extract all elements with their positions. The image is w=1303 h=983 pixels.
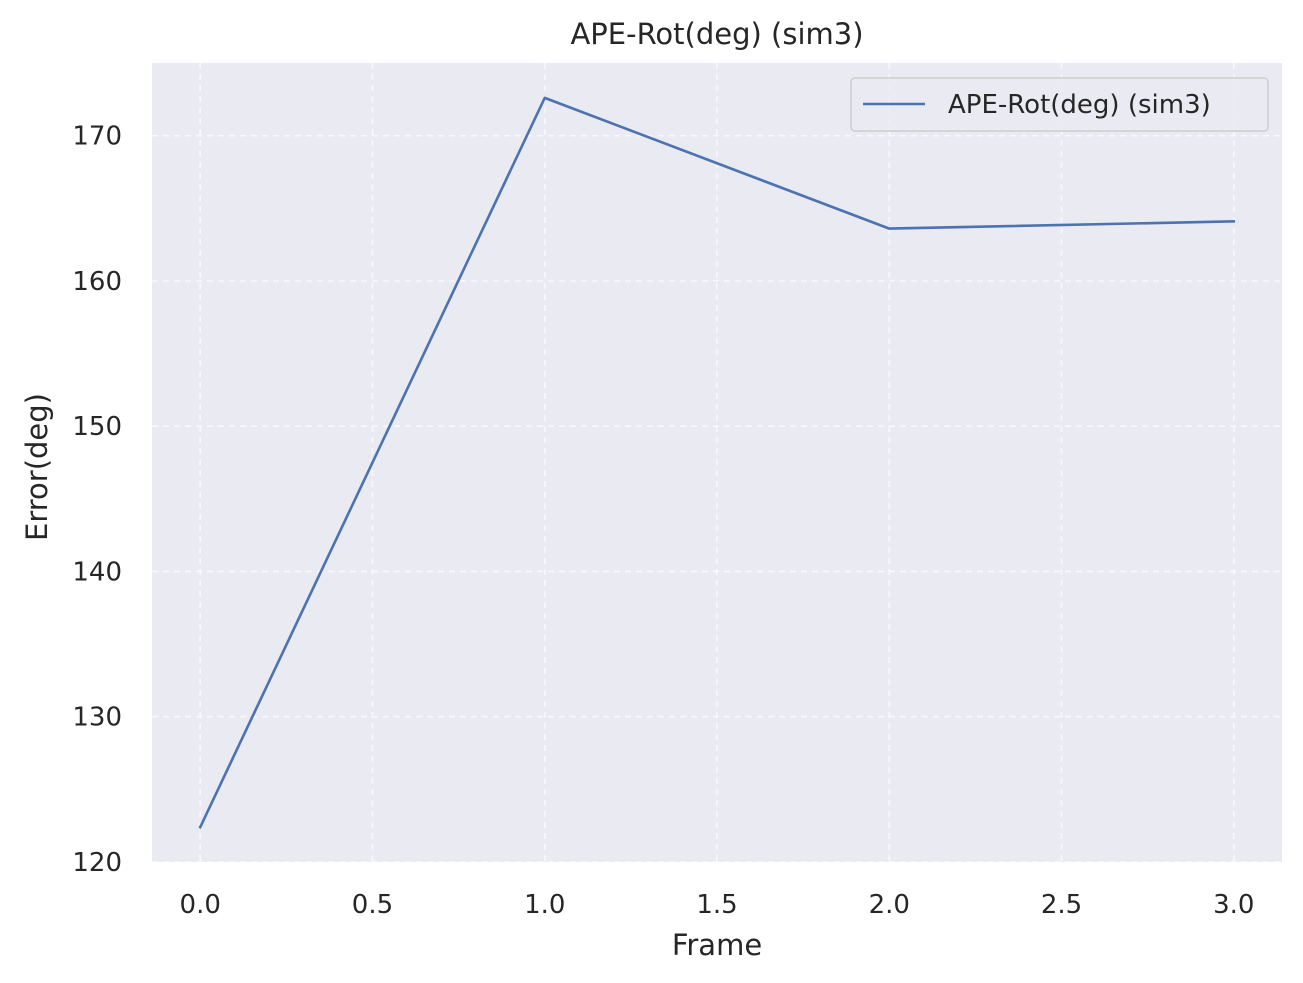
y-ticks: 120 130 140 150 160 170 bbox=[72, 122, 122, 878]
y-tick-label: 140 bbox=[72, 557, 122, 587]
legend-label: APE-Rot(deg) (sim3) bbox=[948, 90, 1211, 120]
x-tick-label: 2.5 bbox=[1041, 890, 1082, 920]
x-tick-label: 3.0 bbox=[1213, 890, 1254, 920]
y-tick-label: 150 bbox=[72, 412, 122, 442]
y-tick-label: 160 bbox=[72, 267, 122, 297]
y-tick-label: 120 bbox=[72, 848, 122, 878]
legend-box bbox=[850, 77, 1269, 132]
series-layer bbox=[198, 96, 1236, 829]
x-axis-label: Frame bbox=[672, 928, 762, 962]
series-line bbox=[198, 96, 1236, 829]
x-tick-label: 2.0 bbox=[869, 890, 910, 920]
x-tick-label: 1.0 bbox=[524, 890, 565, 920]
y-axis-label: Error(deg) bbox=[20, 393, 54, 541]
x-ticks: 0.0 0.5 1.0 1.5 2.0 2.5 3.0 bbox=[180, 890, 1255, 920]
x-tick-label: 0.5 bbox=[352, 890, 393, 920]
chart-title: APE-Rot(deg) (sim3) bbox=[570, 17, 863, 51]
y-tick-label: 130 bbox=[72, 703, 122, 733]
y-grid bbox=[152, 134, 1282, 863]
y-tick-label: 170 bbox=[72, 122, 122, 152]
x-tick-label: 1.5 bbox=[696, 890, 737, 920]
legend: APE-Rot(deg) (sim3) bbox=[850, 77, 1269, 132]
x-tick-label: 0.0 bbox=[180, 890, 221, 920]
